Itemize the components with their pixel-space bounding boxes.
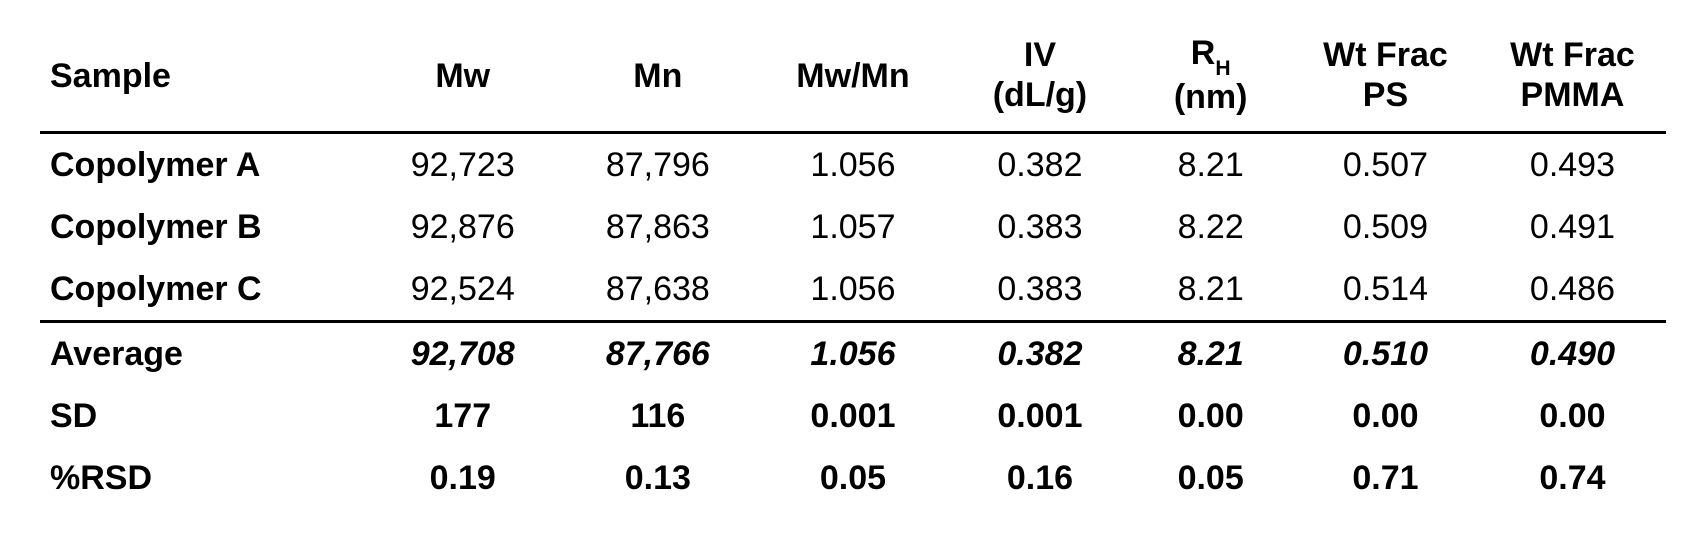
cell-mw: 92,876: [365, 196, 560, 258]
row-label: Average: [40, 322, 365, 386]
col-mwmn: Mw/Mn: [755, 20, 950, 133]
col-rh: RH (nm): [1129, 20, 1292, 133]
cell-mn: 87,796: [560, 133, 755, 197]
cell-mwmn: 1.056: [755, 258, 950, 322]
cell-iv: 0.382: [951, 322, 1130, 386]
cell-wtps: 0.509: [1292, 196, 1479, 258]
table-container: Sample Mw Mn Mw/Mn IV (dL/g) RH (nm) Wt …: [0, 0, 1706, 539]
col-iv-line2: (dL/g): [993, 76, 1087, 114]
cell-mwmn: 0.001: [755, 385, 950, 447]
cell-wtpmma: 0.490: [1479, 322, 1666, 386]
cell-mw: 177: [365, 385, 560, 447]
cell-mw: 92,708: [365, 322, 560, 386]
col-wtps-line2: PS: [1363, 76, 1408, 114]
col-wtpmma: Wt Frac PMMA: [1479, 20, 1666, 133]
col-iv-line1: IV: [1024, 36, 1056, 74]
col-wtps-line1: Wt Frac: [1323, 36, 1448, 74]
col-sample: Sample: [40, 20, 365, 133]
summary-row-sd: SD 177 116 0.001 0.001 0.00 0.00 0.00: [40, 385, 1666, 447]
cell-wtpmma: 0.486: [1479, 258, 1666, 322]
cell-mn: 87,638: [560, 258, 755, 322]
copolymer-table: Sample Mw Mn Mw/Mn IV (dL/g) RH (nm) Wt …: [40, 20, 1666, 509]
cell-iv: 0.001: [951, 385, 1130, 447]
col-rh-main: R: [1191, 34, 1216, 72]
cell-iv: 0.383: [951, 258, 1130, 322]
col-wtps: Wt Frac PS: [1292, 20, 1479, 133]
col-iv: IV (dL/g): [951, 20, 1130, 133]
cell-wtpmma: 0.493: [1479, 133, 1666, 197]
col-wtpmma-line1: Wt Frac: [1510, 36, 1635, 74]
cell-iv: 0.382: [951, 133, 1130, 197]
cell-rh: 8.21: [1129, 133, 1292, 197]
row-label: Copolymer B: [40, 196, 365, 258]
summary-row-average: Average 92,708 87,766 1.056 0.382 8.21 0…: [40, 322, 1666, 386]
col-rh-line2: (nm): [1174, 78, 1248, 116]
cell-wtps: 0.510: [1292, 322, 1479, 386]
cell-rh: 0.00: [1129, 385, 1292, 447]
cell-rh: 8.21: [1129, 322, 1292, 386]
col-mw: Mw: [365, 20, 560, 133]
col-rh-sub: H: [1215, 57, 1230, 80]
cell-wtpmma: 0.00: [1479, 385, 1666, 447]
cell-mn: 87,863: [560, 196, 755, 258]
cell-mwmn: 1.056: [755, 322, 950, 386]
col-wtpmma-line2: PMMA: [1521, 76, 1625, 114]
col-mn: Mn: [560, 20, 755, 133]
cell-mn: 116: [560, 385, 755, 447]
row-label: SD: [40, 385, 365, 447]
cell-mwmn: 1.057: [755, 196, 950, 258]
row-label: Copolymer A: [40, 133, 365, 197]
table-row: Copolymer A 92,723 87,796 1.056 0.382 8.…: [40, 133, 1666, 197]
cell-wtps: 0.00: [1292, 385, 1479, 447]
cell-wtps: 0.514: [1292, 258, 1479, 322]
cell-wtpmma: 0.491: [1479, 196, 1666, 258]
cell-mwmn: 1.056: [755, 133, 950, 197]
row-label: Copolymer C: [40, 258, 365, 322]
table-row: Copolymer C 92,524 87,638 1.056 0.383 8.…: [40, 258, 1666, 322]
cell-mw: 92,723: [365, 133, 560, 197]
cell-mn: 87,766: [560, 322, 755, 386]
cell-iv: 0.383: [951, 196, 1130, 258]
cell-rh: 8.22: [1129, 196, 1292, 258]
table-header-row: Sample Mw Mn Mw/Mn IV (dL/g) RH (nm) Wt …: [40, 20, 1666, 133]
cell-mw: 92,524: [365, 258, 560, 322]
table-row: Copolymer B 92,876 87,863 1.057 0.383 8.…: [40, 196, 1666, 258]
cell-wtps: 0.507: [1292, 133, 1479, 197]
cell-rh: 8.21: [1129, 258, 1292, 322]
